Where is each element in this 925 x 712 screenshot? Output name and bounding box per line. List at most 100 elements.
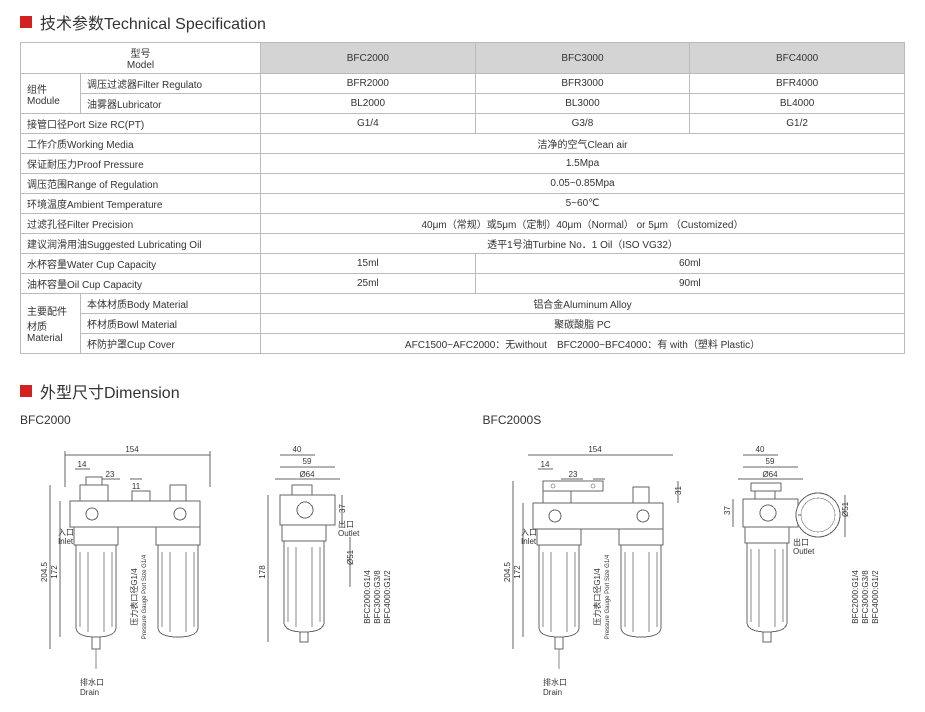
svg-text:BFC2000:G1/4: BFC2000:G1/4 bbox=[363, 570, 372, 624]
dim-59: 59 bbox=[765, 457, 774, 466]
dim-h-body: 172 bbox=[50, 565, 59, 579]
drawings-row: BFC2000 154 14 23 11 bbox=[20, 413, 905, 702]
accent-square-icon bbox=[20, 16, 32, 28]
row-lubricator-label: 油雾器Lubricator bbox=[81, 94, 261, 114]
row-body-label: 本体材质Body Material bbox=[81, 294, 261, 314]
svg-text:Inlet: Inlet bbox=[521, 537, 537, 546]
row-proof-label: 保证耐压力Proof Pressure bbox=[21, 154, 261, 174]
row-regulation-label: 调压范围Range of Regulation bbox=[21, 174, 261, 194]
dim-h-total: 204.5 bbox=[503, 561, 512, 582]
header-model: 型号Model bbox=[21, 43, 261, 74]
cell: G1/2 bbox=[690, 114, 905, 134]
row-oilcup-label: 油杯容量Oil Cup Capacity bbox=[21, 274, 261, 294]
header-col-2: BFC3000 bbox=[475, 43, 690, 74]
cell: 90ml bbox=[475, 274, 904, 294]
cell: 40μm（常规）或5μm（定制）40μm（Normal） or 5μm （Cus… bbox=[261, 214, 905, 234]
dim-section-header: 外型尺寸Dimension bbox=[20, 379, 905, 403]
dim-w: 154 bbox=[588, 445, 602, 454]
cell: 透平1号油Turbine No．1 Oil（ISO VG32） bbox=[261, 234, 905, 254]
row-ambient-label: 环境温度Ambient Temperature bbox=[21, 194, 261, 214]
svg-text:出口: 出口 bbox=[338, 519, 354, 529]
dim-37: 37 bbox=[723, 506, 732, 515]
front-view-left: 154 14 23 11 bbox=[20, 437, 230, 702]
dim-h-total: 204.5 bbox=[40, 561, 49, 582]
drawing-label-right: BFC2000S bbox=[483, 413, 906, 427]
inlet-label: 入口 bbox=[58, 528, 74, 537]
dim-178: 178 bbox=[258, 565, 267, 579]
svg-text:排水口: 排水口 bbox=[543, 677, 567, 687]
dim-dia51: Ø51 bbox=[841, 501, 850, 517]
svg-text:Inlet: Inlet bbox=[58, 537, 74, 546]
spec-table: 型号Model BFC2000 BFC3000 BFC4000 组件Module… bbox=[20, 42, 905, 354]
svg-text:Pressure Gauge Port Size G1/4: Pressure Gauge Port Size G1/4 bbox=[605, 554, 611, 639]
dim-dia64: Ø64 bbox=[762, 470, 778, 479]
dim-23: 23 bbox=[568, 470, 577, 479]
dim-31: 31 bbox=[674, 486, 683, 495]
svg-text:BFC2000:G1/4: BFC2000:G1/4 bbox=[851, 570, 860, 624]
dim-h-body: 172 bbox=[513, 565, 522, 579]
cell: 0.05~0.85Mpa bbox=[261, 174, 905, 194]
cell: BL4000 bbox=[690, 94, 905, 114]
dim-23: 23 bbox=[106, 470, 115, 479]
side-view-right: 40 59 Ø64 bbox=[713, 437, 903, 702]
dim-59: 59 bbox=[303, 457, 312, 466]
svg-text:Drain: Drain bbox=[543, 688, 562, 697]
svg-text:压力表口径G1/4: 压力表口径G1/4 bbox=[129, 568, 139, 626]
cell: 洁净的空气Clean air bbox=[261, 134, 905, 154]
drawing-label-left: BFC2000 bbox=[20, 413, 443, 427]
row-cupcover-label: 杯防护罩Cup Cover bbox=[81, 334, 261, 354]
cell: G3/8 bbox=[475, 114, 690, 134]
dim-40: 40 bbox=[755, 445, 764, 454]
row-media-label: 工作介质Working Media bbox=[21, 134, 261, 154]
row-watercup-label: 水杯容量Water Cup Capacity bbox=[21, 254, 261, 274]
dim-14: 14 bbox=[78, 460, 87, 469]
dim-w: 154 bbox=[125, 445, 139, 454]
module-group: 组件Module bbox=[21, 74, 81, 114]
dim-11: 11 bbox=[132, 482, 141, 491]
accent-square-icon bbox=[20, 385, 32, 397]
svg-text:入口: 入口 bbox=[521, 528, 537, 537]
row-precision-label: 过滤孔径Filter Precision bbox=[21, 214, 261, 234]
side-view-left: 40 59 Ø64 37 bbox=[250, 437, 420, 702]
cell: BFR4000 bbox=[690, 74, 905, 94]
cell: 聚碳酸脂 PC bbox=[261, 314, 905, 334]
header-col-1: BFC2000 bbox=[261, 43, 476, 74]
svg-text:Outlet: Outlet bbox=[338, 529, 360, 538]
dim-37: 37 bbox=[338, 504, 347, 513]
svg-text:BFC4000:G1/2: BFC4000:G1/2 bbox=[871, 570, 880, 624]
front-view-right: 154 14 23 11 bbox=[483, 437, 693, 702]
dim-dia64: Ø64 bbox=[299, 470, 315, 479]
spec-section-header: 技术参数Technical Specification bbox=[20, 10, 905, 34]
header-col-3: BFC4000 bbox=[690, 43, 905, 74]
svg-text:压力表口径G1/4: 压力表口径G1/4 bbox=[592, 568, 602, 626]
svg-text:Pressure Gauge Port Size G1/4: Pressure Gauge Port Size G1/4 bbox=[142, 554, 148, 639]
svg-text:Outlet: Outlet bbox=[793, 547, 815, 556]
cell: 15ml bbox=[261, 254, 476, 274]
cell: 25ml bbox=[261, 274, 476, 294]
row-oil-label: 建议润滑用油Suggested Lubricating Oil bbox=[21, 234, 261, 254]
cell: BFR3000 bbox=[475, 74, 690, 94]
drawing-group-left: BFC2000 154 14 23 11 bbox=[20, 413, 443, 702]
svg-text:出口: 出口 bbox=[793, 537, 809, 547]
spec-title: 技术参数Technical Specification bbox=[40, 10, 266, 34]
dim-dia51: Ø51 bbox=[346, 549, 355, 565]
cell: BL2000 bbox=[261, 94, 476, 114]
row-port-label: 接管口径Port Size RC(PT) bbox=[21, 114, 261, 134]
svg-text:BFC4000:G1/2: BFC4000:G1/2 bbox=[383, 570, 392, 624]
svg-text:BFC3000:G3/8: BFC3000:G3/8 bbox=[861, 570, 870, 624]
svg-text:BFC3000:G3/8: BFC3000:G3/8 bbox=[373, 570, 382, 624]
cell: G1/4 bbox=[261, 114, 476, 134]
svg-text:Drain: Drain bbox=[80, 688, 99, 697]
cell: BFR2000 bbox=[261, 74, 476, 94]
row-bowl-label: 杯材质Bowl Material bbox=[81, 314, 261, 334]
cell: AFC1500~AFC2000：无without BFC2000~BFC4000… bbox=[261, 334, 905, 354]
dim-14: 14 bbox=[540, 460, 549, 469]
row-filter-reg-label: 调压过滤器Filter Regulato bbox=[81, 74, 261, 94]
cell: 60ml bbox=[475, 254, 904, 274]
cell: 铝合金Aluminum Alloy bbox=[261, 294, 905, 314]
material-group: 主要配件材质Material bbox=[21, 294, 81, 354]
dim-40: 40 bbox=[293, 445, 302, 454]
cell: 5~60℃ bbox=[261, 194, 905, 214]
cell: BL3000 bbox=[475, 94, 690, 114]
cell: 1.5Mpa bbox=[261, 154, 905, 174]
